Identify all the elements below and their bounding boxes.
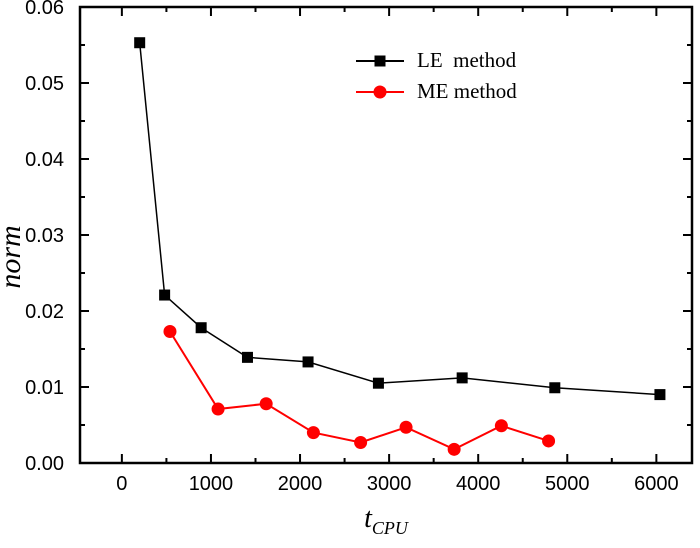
legend-circle-marker-icon xyxy=(373,85,387,98)
x-tick-label: 0 xyxy=(116,473,127,495)
data-point-square xyxy=(134,37,146,49)
x-tick-label: 2000 xyxy=(278,473,323,495)
series-line xyxy=(169,330,549,451)
x-axis-title: tCPU xyxy=(326,503,446,539)
y-tick-label: 0.01 xyxy=(25,377,64,399)
x-tick-label: 6000 xyxy=(634,473,679,495)
data-point-square xyxy=(654,389,666,401)
y-tick-label: 0.03 xyxy=(25,225,64,247)
data-point-circle xyxy=(542,434,556,448)
data-point-square xyxy=(195,322,207,334)
data-point-circle xyxy=(259,397,273,411)
x-tick-label: 4000 xyxy=(456,473,501,495)
data-point-circle xyxy=(494,419,508,433)
legend-sample-me xyxy=(356,85,404,99)
data-point-square xyxy=(241,351,253,363)
axes-frame xyxy=(78,5,694,465)
legend-label-me: ME method xyxy=(417,79,517,103)
data-point-circle xyxy=(163,325,177,339)
y-tick-label: 0.06 xyxy=(25,0,64,19)
data-point-circle xyxy=(354,435,368,449)
y-tick-label: 0.05 xyxy=(25,73,64,95)
data-point-circle xyxy=(447,442,461,456)
series-me xyxy=(163,325,556,456)
x-tick-label: 1000 xyxy=(189,473,234,495)
legend-square-marker-icon xyxy=(374,55,386,66)
data-point-square xyxy=(372,377,384,389)
data-point-square xyxy=(302,356,314,368)
data-point-square xyxy=(549,382,561,394)
y-tick-label: 0.02 xyxy=(25,301,64,323)
data-point-circle xyxy=(211,402,225,416)
data-point-circle xyxy=(399,420,413,434)
y-tick-label: 0.00 xyxy=(25,453,64,475)
data-point-circle xyxy=(306,426,320,440)
y-axis-title: norm xyxy=(0,225,27,289)
data-point-square xyxy=(159,289,171,301)
x-tick-label: 3000 xyxy=(367,473,412,495)
series-le xyxy=(134,37,666,401)
x-axis-title-subscript: CPU xyxy=(371,518,408,538)
legend-sample-le xyxy=(356,54,404,68)
y-tick-label: 0.04 xyxy=(25,149,64,171)
y-axis-ticks: 0.00 0.01 0.02 0.03 0.04 0.05 0.06 xyxy=(25,0,692,475)
legend-entry-le-method: LE method xyxy=(356,45,517,76)
legend-label-le: LE method xyxy=(417,48,517,72)
x-axis-title-main: t xyxy=(364,503,372,534)
legend: LE method ME method xyxy=(356,45,517,107)
x-axis-ticks: 0 1000 2000 3000 4000 5000 6000 xyxy=(116,7,679,495)
data-point-square xyxy=(456,372,468,384)
legend-entry-me-method: ME method xyxy=(356,76,517,107)
x-tick-label: 5000 xyxy=(545,473,590,495)
